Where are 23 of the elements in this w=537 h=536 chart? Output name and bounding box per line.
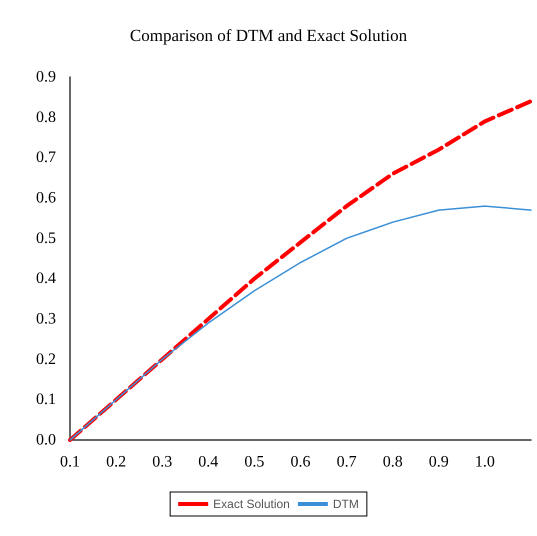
y-tick-label: 0.0: [36, 432, 56, 448]
x-tick-label: 0.1: [60, 454, 80, 470]
y-tick-label: 0.5: [36, 230, 56, 247]
x-tick-label: 0.4: [198, 454, 218, 470]
y-tick-label: 0.2: [36, 350, 56, 368]
x-tick-label: 0.2: [106, 454, 126, 470]
y-tick-label: 0.1: [36, 391, 56, 408]
chart-title: Comparison of DTM and Exact Solution: [130, 26, 408, 45]
x-tick-label: 0.5: [244, 454, 264, 470]
y-tick-label: 0.7: [36, 149, 56, 166]
x-tick-label: 0.9: [428, 454, 449, 470]
y-tick-label: 0.6: [36, 190, 56, 206]
x-tick-label: 0.7: [336, 454, 357, 470]
x-tick-label: 0.3: [152, 454, 172, 470]
y-tick-label: 0.8: [36, 108, 56, 126]
y-tick-label: 0.9: [36, 68, 56, 86]
x-tick-label: 0.8: [382, 454, 403, 470]
y-tick-label: 0.3: [36, 310, 56, 328]
x-tick-label: 1.0: [474, 454, 495, 470]
legend-label: Exact Solution: [213, 497, 290, 511]
x-tick-label: 0.6: [290, 454, 310, 470]
y-tick-label: 0.4: [36, 270, 56, 288]
legend-label: DTM: [332, 497, 359, 511]
